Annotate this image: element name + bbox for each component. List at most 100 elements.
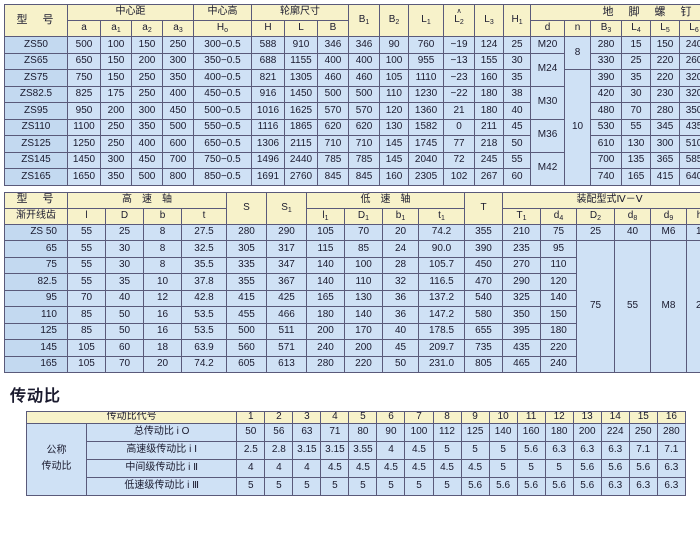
cell-t: 37.8 [181,273,227,291]
ratio-value-3-9: 5.6 [488,476,518,496]
cell-Ho: 550−0.5 [193,118,252,136]
cell-S: 355 [226,273,267,291]
header-anchor-bolt: 地 脚 螺 钉 [530,4,700,21]
model-cell-65: 65 [4,240,68,258]
table-row: ZS95 950 200 300 450 500−0.5 1016 1625 570 570 120… [4,102,700,120]
header-a1: a1 [100,20,132,37]
table1-header: 型 号 中心距 中心高 轮廓尺寸 B1 B2 L1 ∧ L2 L3 H1 地 脚 … [4,4,700,37]
cell-L4: 15 [621,36,652,54]
ratio-code-13: 13 [572,411,602,424]
cell-n: 10 [564,69,592,186]
cell-H1: 55 [503,151,532,169]
cell-L1: 1745 [408,135,445,153]
table-row: 低速级传动比 i Ⅲ 5 5 5 5 5 5 5 5 5.6 5.6 5.6 5.6 5.6 6.3 6.3 6… [27,476,687,496]
cell-t1: 178.5 [418,322,465,340]
ratio-value-0-15: 280 [656,422,687,442]
cell-d: M20 [530,36,566,54]
header-d4: d4 [540,207,577,225]
table3-header: 传动比代号 1 2 3 4 5 6 7 8 9 10 11 12 13 14 15 16 [25,411,687,424]
ratio-value-2-0: 4 [236,458,266,478]
ratio-value-2-9: 5 [488,458,518,478]
cell-Ho: 300−0.5 [193,36,252,54]
cell-l1: 115 [306,240,345,258]
cell-H1: 50 [503,135,532,153]
cell-b: 8 [143,240,182,258]
ratio-row-label-2: 中间级传动比 i Ⅱ [86,458,238,478]
cell-L6: 350 [679,102,700,120]
ratio-value-0-2: 63 [292,422,322,442]
ratio-code-8: 8 [432,411,462,424]
table2-header: 型 号 高 速 轴 S S1 低 速 轴 T 装配型式Ⅳ－Ⅴ 最大重量 渐开线齿… [4,191,700,225]
cell-D: 30 [105,240,144,258]
table-row: 125 85 50 16 53.5 500 511 200 170 40 178.5 655 395 18… [4,322,700,340]
cell-D1: 170 [344,322,383,340]
cell-h2: 20 [685,240,700,373]
cell-a3: 350 [162,69,194,87]
ratio-code-6: 6 [376,411,406,424]
model-cell-ZS95: ZS95 [4,102,68,120]
cell-L2: −23 [443,69,476,87]
ratio-value-3-2: 5 [292,476,322,496]
cell-a2: 500 [131,168,163,186]
model-cell-95: 95 [4,289,68,307]
table-row: 165 105 70 20 74.2 605 613 280 220 50 231.0 805 465 2… [4,355,700,373]
cell-T: 805 [464,355,503,373]
cell-b1: 24 [382,240,419,258]
cell-b: 20 [143,355,182,373]
cell-D: 35 [105,273,144,291]
cell-L4: 30 [621,85,652,103]
ratio-value-2-10: 5 [516,458,546,478]
cell-S: 455 [226,306,267,324]
cell-a1: 200 [100,102,132,120]
cell-L5: 365 [650,151,681,169]
cell-a1: 350 [100,168,132,186]
ratio-value-1-11: 6.3 [544,440,574,460]
model-cell-ZS145: ZS145 [4,151,68,169]
cell-b1: 32 [382,273,419,291]
ratio-value-1-8: 5 [460,440,490,460]
cell-B1: 785 [348,151,381,169]
cell-B1: 460 [348,69,381,87]
header-ho: Ho [193,20,252,37]
cell-L4: 130 [621,135,652,153]
cell-L2: 102 [443,168,476,186]
cell-l: 105 [67,355,106,373]
cell-L6: 260 [679,52,700,70]
model-cell-75: 75 [4,256,68,274]
cell-d: M36 [530,118,566,153]
cell-d4: 75 [540,223,577,241]
cell-a: 650 [67,52,101,70]
cell-T1: 210 [502,223,541,241]
cell-a1: 100 [100,36,132,54]
ratio-value-0-5: 90 [376,422,406,442]
ratio-row-label-1: 高速级传动比 i Ⅰ [86,440,238,460]
nominal-ratio-label: 公称 传动比 [25,422,88,496]
cell-t1: 105.7 [418,256,465,274]
cell-H: 588 [251,36,285,54]
header-d8: d8 [614,207,651,225]
cell-L5: 220 [650,52,681,70]
header-low-speed-shaft: 低 速 轴 [306,191,465,209]
ratio-code-16: 16 [656,411,687,424]
cell-B: 710 [316,135,350,153]
cell-B2: 145 [379,151,410,169]
header-b: B [316,20,350,37]
cell-t1: 74.2 [418,223,465,241]
ratio-value-0-9: 140 [488,422,518,442]
model-cell-145: 145 [4,339,68,357]
header-t1-cap: T1 [502,207,541,225]
ratio-value-1-3: 3.15 [320,440,350,460]
cell-a: 1250 [67,135,101,153]
ratio-value-0-7: 112 [432,422,462,442]
ratio-value-1-5: 4 [376,440,406,460]
cell-l1: 140 [306,273,345,291]
cell-L: 1305 [284,69,318,87]
cell-B3: 530 [590,118,623,136]
cell-T: 450 [464,256,503,274]
ratio-value-2-5: 4.5 [376,458,406,478]
cell-n: 8 [564,36,592,70]
header-l6: L6 [679,20,700,37]
cell-a: 500 [67,36,101,54]
cell-Ho: 750−0.5 [193,151,252,169]
cell-B3: 390 [590,69,623,87]
